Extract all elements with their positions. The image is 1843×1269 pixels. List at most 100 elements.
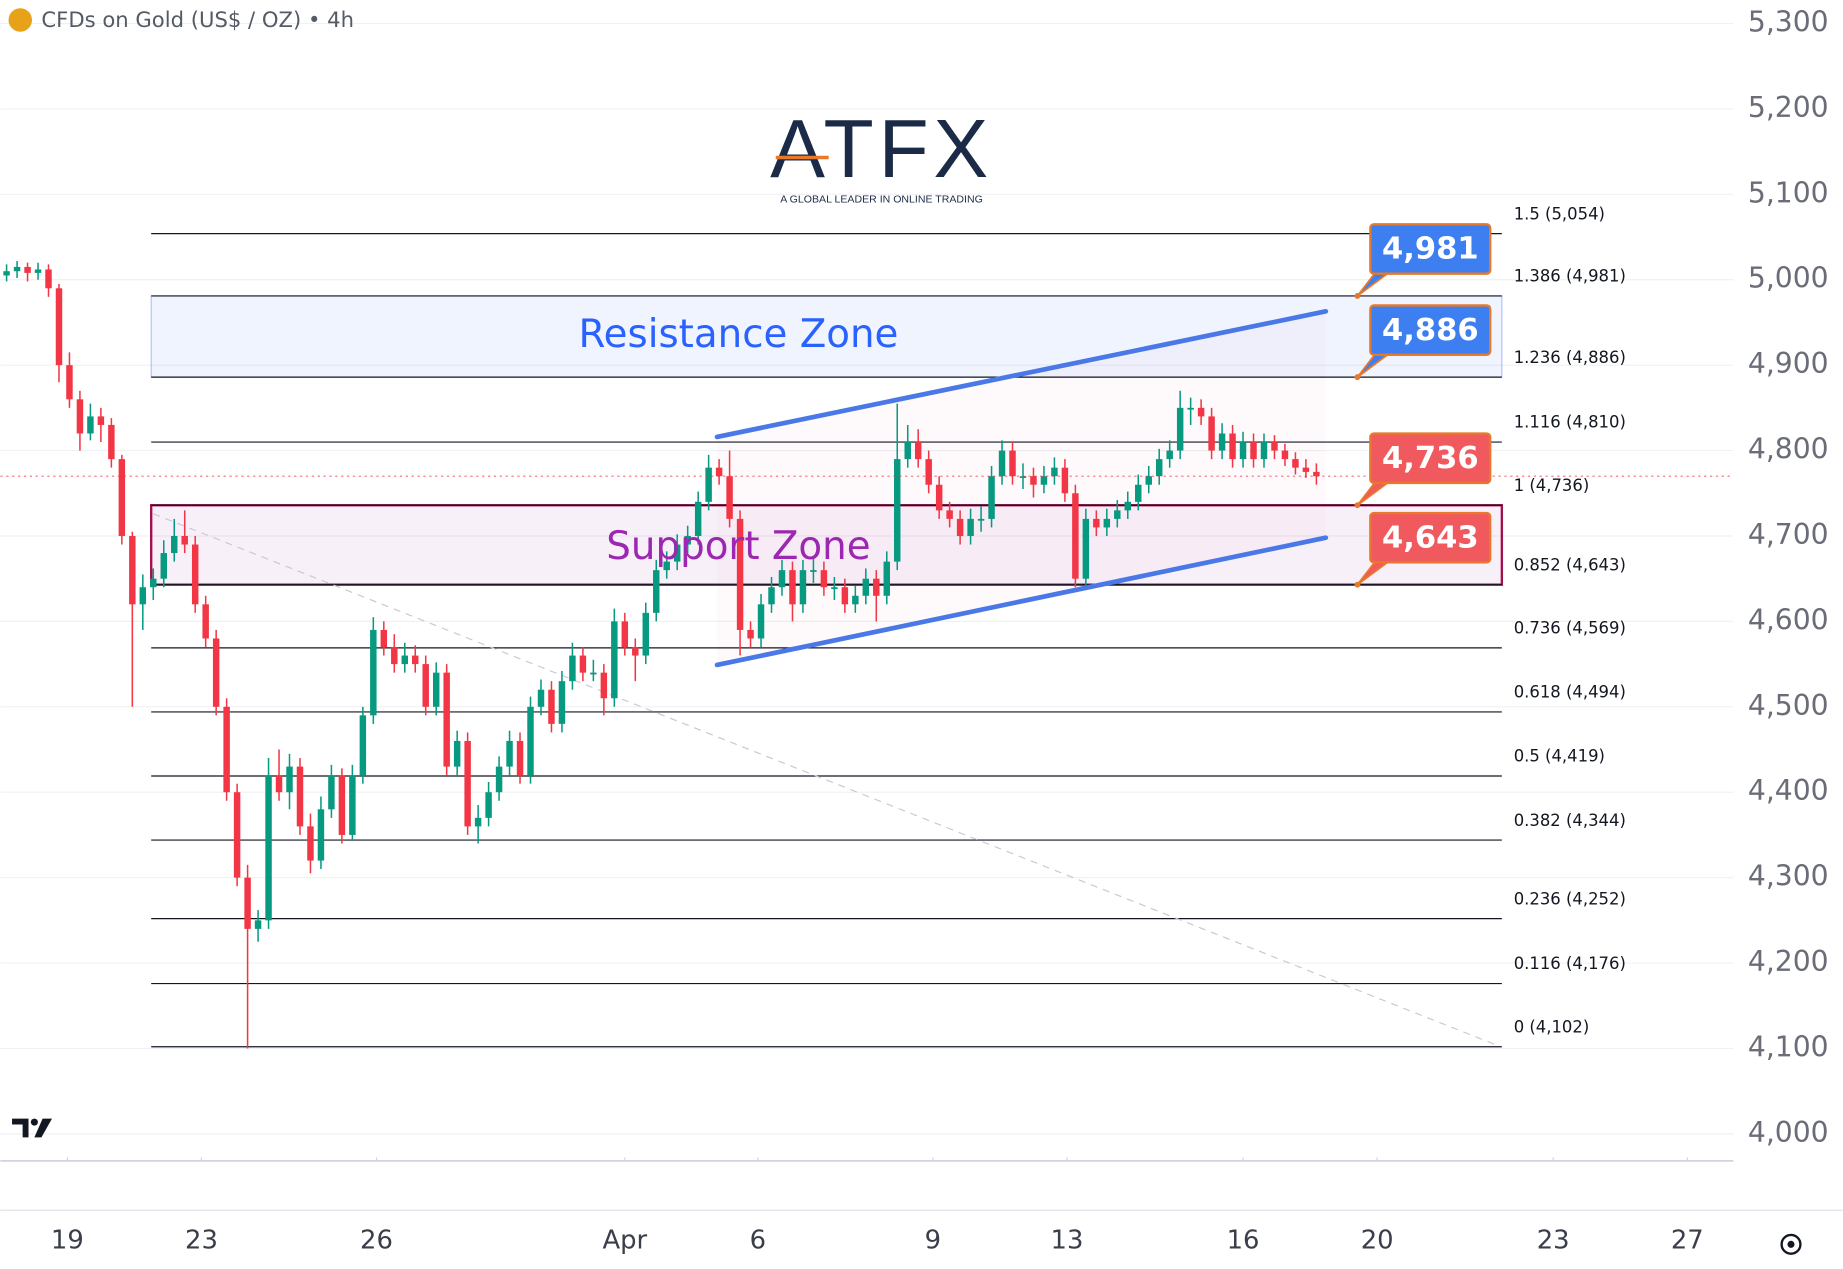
candle-body — [1218, 433, 1226, 451]
y-tick-label: 4,900 — [1748, 347, 1829, 380]
x-tick-label: 26 — [360, 1225, 393, 1255]
y-tick-label: 4,000 — [1748, 1116, 1829, 1149]
x-tick-label: 20 — [1361, 1225, 1394, 1255]
candle-body — [1302, 467, 1310, 472]
y-tick-label: 4,100 — [1748, 1030, 1829, 1063]
candle-body — [139, 587, 147, 605]
candle-body — [611, 621, 618, 699]
settings-button[interactable] — [1780, 1233, 1802, 1255]
candle-body — [914, 442, 922, 460]
candle-body — [317, 809, 325, 861]
candle-body — [1124, 501, 1132, 511]
fib-label: 1.5 (5,054) — [1514, 204, 1605, 223]
candle-body — [1082, 518, 1090, 579]
candle-body — [129, 535, 136, 605]
y-tick-label: 4,600 — [1748, 603, 1829, 636]
candle-body — [956, 518, 964, 536]
candle-body — [506, 740, 513, 767]
candle-body — [632, 647, 639, 656]
candle-body — [453, 740, 461, 767]
axes: 4,000 4,100 4,200 4,300 4,400 4,500 4,600 4,700… — [51, 6, 1829, 1256]
y-tick-label: 5,100 — [1748, 176, 1829, 209]
candle-body — [527, 706, 534, 776]
fib-label: 0 (4,102) — [1514, 1017, 1590, 1036]
candle-body — [328, 775, 335, 810]
candle-body — [118, 459, 126, 536]
candle-body — [1051, 467, 1058, 477]
candle-body — [265, 775, 272, 921]
candle-body — [789, 570, 796, 605]
candle-body — [66, 365, 73, 400]
candle-body — [275, 775, 283, 793]
candle-body — [401, 655, 408, 665]
fib-label: 1.116 (4,810) — [1514, 413, 1626, 432]
candle-body — [548, 689, 555, 724]
candle-body — [1208, 416, 1215, 451]
callout-label: 4,736 — [1382, 441, 1479, 476]
fib-label: 1.236 (4,886) — [1514, 348, 1626, 367]
candle-body — [181, 535, 188, 545]
x-tick-label: 6 — [750, 1225, 766, 1255]
candle-body — [569, 655, 576, 682]
fib-label: 0.5 (4,419) — [1514, 747, 1605, 766]
settings-icon-dot — [1787, 1240, 1795, 1248]
logo-tagline: A GLOBAL LEADER IN ONLINE TRADING — [780, 194, 983, 206]
candle-body — [831, 587, 838, 589]
candle-body — [254, 920, 262, 929]
fib-label: 0.618 (4,494) — [1514, 683, 1626, 702]
y-tick-label: 5,300 — [1748, 6, 1829, 39]
candle-body — [338, 775, 346, 835]
candle-body — [1040, 476, 1048, 485]
candle-body — [1072, 493, 1079, 579]
symbol-icon — [8, 8, 33, 32]
tv-logo-shape[interactable] — [12, 1118, 53, 1138]
tv-logo-dot — [30, 1118, 38, 1126]
candle-body — [1145, 476, 1152, 485]
candle-body — [579, 655, 587, 673]
candle-body — [24, 266, 31, 273]
callout-label: 4,643 — [1382, 520, 1479, 555]
candle-body — [736, 518, 744, 630]
candle-body — [810, 570, 817, 572]
callout-label: 4,981 — [1382, 232, 1479, 267]
candle-body — [202, 604, 209, 639]
candle-body — [1114, 510, 1121, 519]
header: CFDs on Gold (US$ / OZ) • 4h — [8, 7, 354, 32]
candle-body — [296, 766, 304, 827]
candle-body — [1250, 442, 1257, 460]
candle-body — [946, 510, 953, 519]
candle-body — [474, 817, 482, 827]
candle-body — [998, 450, 1006, 477]
fib-label: 0.736 (4,569) — [1514, 619, 1626, 638]
candle-body — [988, 476, 995, 519]
x-tick-label: Apr — [602, 1225, 647, 1255]
fib-label: 0.116 (4,176) — [1514, 954, 1626, 973]
fib-label: 1.386 (4,981) — [1514, 267, 1626, 286]
candle-body — [852, 595, 859, 605]
candle-body — [349, 775, 356, 835]
candle-body — [642, 612, 649, 656]
candle-body — [3, 271, 10, 276]
candle-body — [977, 518, 985, 521]
candle-body — [1271, 442, 1278, 451]
candle-body — [1135, 484, 1142, 502]
candle-body — [55, 288, 63, 366]
candle-body — [1281, 450, 1289, 460]
candle-body — [873, 578, 880, 596]
zone — [150, 295, 1503, 378]
candle-body — [883, 561, 891, 596]
y-tick-label: 5,200 — [1748, 91, 1829, 124]
candle-body — [244, 877, 251, 929]
candle-body — [76, 399, 84, 434]
candle-body — [1187, 407, 1194, 410]
candle-body — [1260, 442, 1268, 460]
callout-anchor — [1354, 374, 1361, 381]
candle-body — [87, 416, 94, 434]
candle-body — [1166, 450, 1173, 460]
fib-levels: 1.5 (5,054) 1.386 (4,981) 1.236 (4,886) 1.1… — [151, 204, 1626, 1048]
settings-icon[interactable] — [1780, 1233, 1802, 1255]
candle-body — [286, 766, 293, 793]
overlay: Resistance Zone Support Zone 4,981 4,886 4,7… — [578, 223, 1492, 668]
y-tick-label: 4,700 — [1748, 518, 1829, 551]
